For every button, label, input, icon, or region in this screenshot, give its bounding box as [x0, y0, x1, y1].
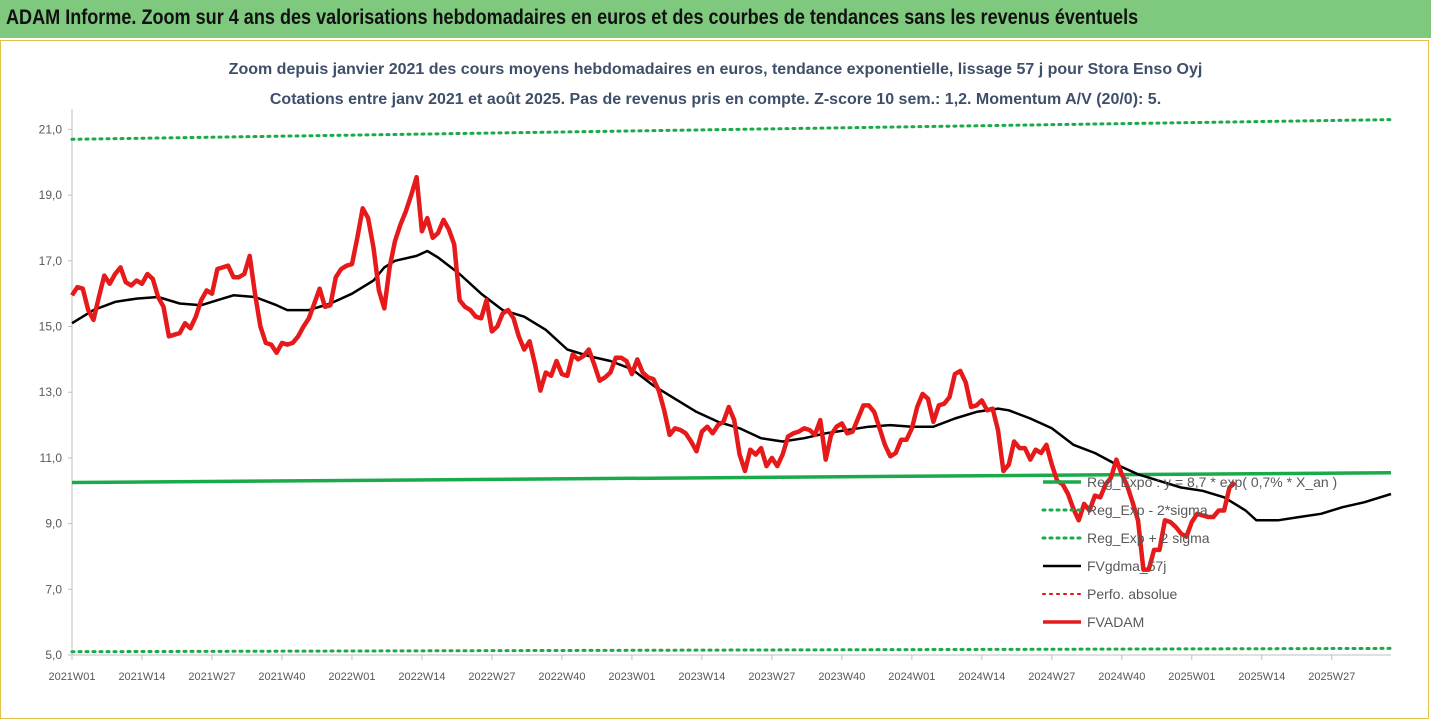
x-tick-label: 2022W01 — [328, 671, 375, 683]
chart-subtitle: Cotations entre janv 2021 et août 2025. … — [269, 91, 1162, 108]
x-tick-label: 2023W14 — [678, 671, 725, 683]
x-tick-label: 2022W14 — [398, 671, 445, 683]
legend-entry: Perfo. absolue — [1087, 586, 1177, 602]
x-tick-label: 2021W14 — [118, 671, 165, 683]
y-tick-label: 21,0 — [39, 122, 63, 136]
x-tick-label: 2024W14 — [958, 671, 1005, 683]
x-tick-label: 2025W14 — [1238, 671, 1285, 683]
series-line-reg-exp-2-sigma — [70, 118, 1393, 141]
x-tick-label: 2024W01 — [888, 671, 935, 683]
legend-entry: FVADAM — [1087, 614, 1144, 630]
report-title: ADAM Informe. Zoom sur 4 ans des valoris… — [6, 6, 1139, 29]
x-tick-label: 2023W01 — [608, 671, 655, 683]
header-banner: ADAM Informe. Zoom sur 4 ans des valoris… — [0, 0, 1431, 38]
y-tick-label: 15,0 — [39, 320, 63, 334]
series-line-fvgdma-57j — [71, 249, 1392, 522]
y-tick-label: 19,0 — [39, 188, 63, 202]
x-tick-label: 2024W40 — [1098, 671, 1145, 683]
y-tick-label: 13,0 — [39, 385, 63, 399]
x-tick-label: 2021W01 — [48, 671, 95, 683]
legend-entry: Reg_Exp + 2 sigma — [1087, 530, 1210, 546]
y-tick-label: 5,0 — [45, 648, 62, 662]
legend-entry: FVgdma_57j — [1087, 558, 1166, 574]
x-tick-label: 2024W27 — [1028, 671, 1075, 683]
y-tick-label: 7,0 — [45, 582, 62, 596]
series-line-reg-exp-2-sigma — [70, 646, 1393, 654]
series-line-reg-expo-y-8-7-exp-0-7-x-an — [71, 470, 1392, 485]
x-tick-label: 2023W27 — [748, 671, 795, 683]
legend: Reg_Expo : y = 8,7 * exp( 0,7% * X_an ) R… — [1041, 474, 1337, 630]
x-tick-label: 2021W40 — [258, 671, 305, 683]
x-tick-label: 2023W40 — [818, 671, 865, 683]
x-tick-label: 2022W27 — [468, 671, 515, 683]
series-line-fvadam — [70, 174, 1237, 572]
y-tick-label: 9,0 — [45, 517, 62, 531]
y-tick-label: 11,0 — [40, 451, 63, 465]
chart-frame — [0, 40, 1429, 719]
x-tick-label: 2021W27 — [188, 671, 235, 683]
y-tick-label: 17,0 — [39, 254, 63, 268]
legend-entry: Reg_Expo : y = 8,7 * exp( 0,7% * X_an ) — [1087, 474, 1337, 490]
x-tick-label: 2025W27 — [1308, 671, 1355, 683]
x-tick-label: 2022W40 — [538, 671, 585, 683]
legend-entry: Reg_Exp - 2*sigma — [1087, 502, 1208, 518]
x-tick-label: 2025W01 — [1168, 671, 1215, 683]
chart-title: Zoom depuis janvier 2021 des cours moyen… — [228, 61, 1203, 78]
